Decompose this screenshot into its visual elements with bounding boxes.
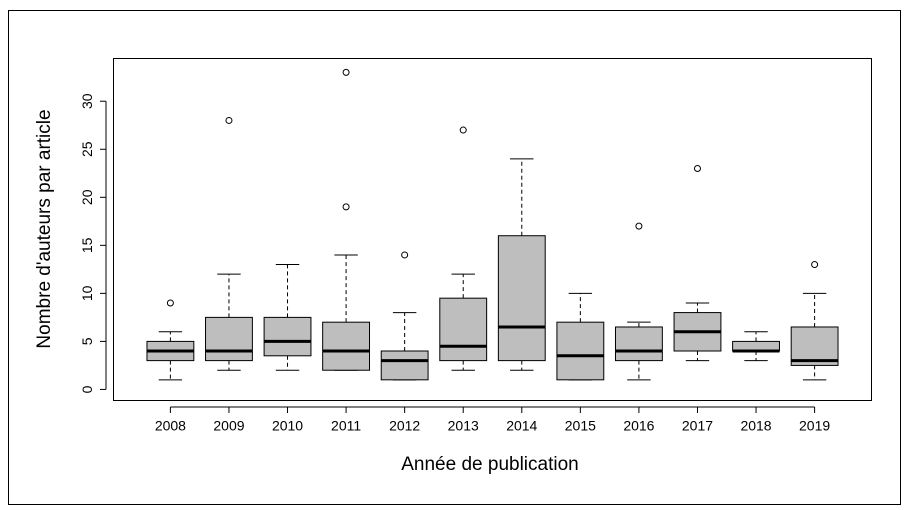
x-tick-label: 2013 <box>448 418 479 434</box>
x-tick-label: 2017 <box>682 418 713 434</box>
outlier <box>811 261 819 269</box>
outlier <box>225 116 233 124</box>
x-tick-label: 2019 <box>799 418 830 434</box>
y-tick-label: 30 <box>79 93 95 109</box>
box <box>614 326 663 362</box>
x-tick-label: 2012 <box>389 418 420 434</box>
x-tick-label: 2015 <box>565 418 596 434</box>
x-tick-label: 2010 <box>272 418 303 434</box>
box <box>790 326 839 366</box>
box <box>556 321 605 381</box>
plot-box <box>113 58 872 401</box>
outlier <box>459 126 467 134</box>
x-tick-label: 2018 <box>740 418 771 434</box>
outlier <box>401 251 409 259</box>
outlier <box>342 203 350 211</box>
frame <box>8 10 901 505</box>
y-tick-label: 5 <box>79 337 95 345</box>
outlier <box>166 299 174 307</box>
x-tick-label: 2011 <box>331 418 361 434</box>
box <box>439 297 488 362</box>
box <box>380 350 429 381</box>
box <box>322 321 371 371</box>
x-tick-label: 2014 <box>506 418 537 434</box>
x-tick-label: 2008 <box>155 418 186 434</box>
box <box>263 316 312 357</box>
y-axis-label: Nombre d'auteurs par article <box>34 109 55 348</box>
y-tick-label: 10 <box>79 285 95 301</box>
y-tick-label: 25 <box>79 141 95 157</box>
outlier <box>693 164 701 172</box>
box <box>497 235 546 362</box>
y-tick-label: 15 <box>79 237 95 253</box>
y-tick-label: 20 <box>79 189 95 205</box>
box <box>205 316 253 362</box>
y-tick-label: 0 <box>79 385 95 393</box>
outlier <box>635 222 643 230</box>
x-tick-label: 2009 <box>213 418 244 434</box>
x-tick-label: 2016 <box>623 418 654 434</box>
outlier <box>342 68 350 76</box>
x-axis-label: Année de publication <box>401 454 578 475</box>
